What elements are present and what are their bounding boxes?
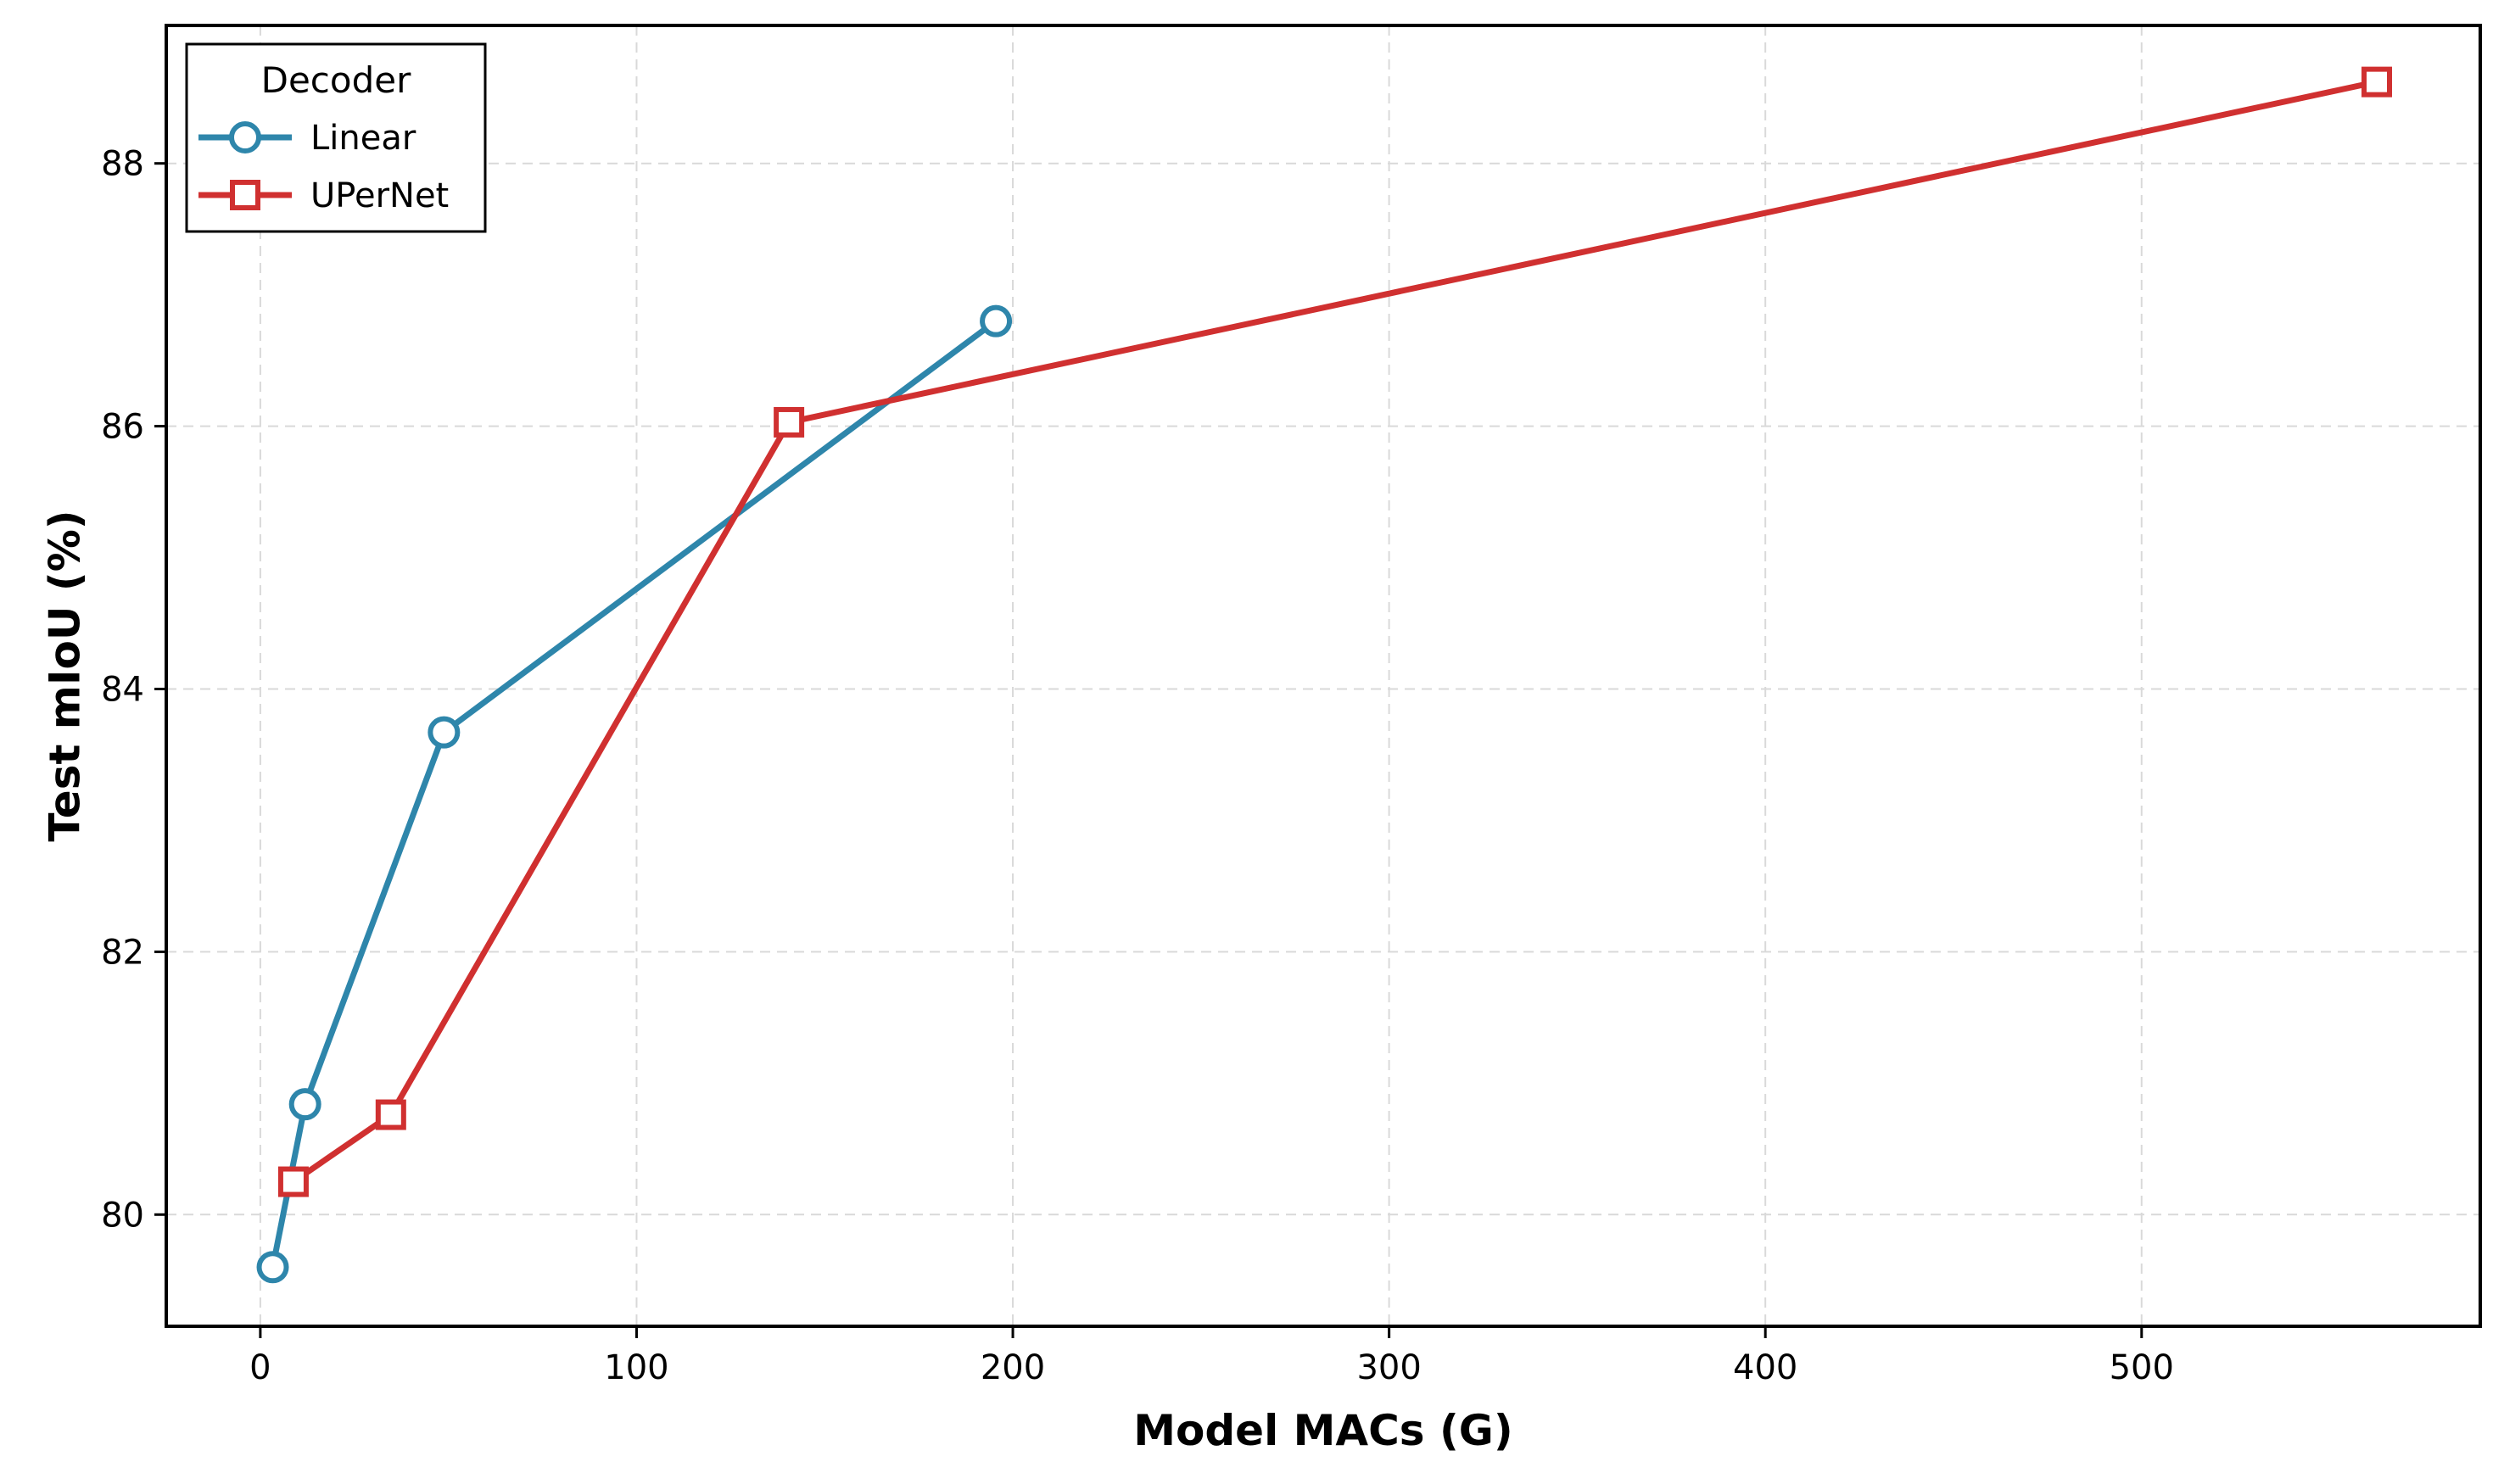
data-point-upernet [2361, 66, 2393, 98]
plot-frame [165, 24, 2482, 1328]
legend-title: Decoder [261, 59, 411, 101]
legend: Decoder Linear UPerNet [185, 42, 487, 233]
series-upernet [277, 66, 2393, 1197]
series-layer [256, 66, 2393, 1284]
x-tick-label: 400 [1733, 1348, 1797, 1387]
data-point-linear [288, 1088, 321, 1121]
y-tick-label: 84 [101, 670, 144, 709]
legend-marker-upernet [230, 180, 260, 210]
series-line-upernet [291, 79, 2378, 1185]
y-tick-label: 82 [101, 933, 144, 972]
legend-item-upernet: UPerNet [198, 176, 449, 215]
y-axis-label: Test mIoU (%) [41, 510, 90, 841]
x-tick-label: 300 [1356, 1348, 1421, 1387]
legend-label-upernet: UPerNet [310, 176, 449, 215]
y-tick-label: 88 [101, 145, 144, 184]
data-point-linear [428, 716, 461, 749]
data-point-linear [980, 304, 1013, 338]
data-point-linear [256, 1251, 289, 1284]
x-axis-label: Model MACs (G) [1133, 1406, 1512, 1455]
ticks: 0 100 200 300 400 500 80 82 84 86 88 [101, 145, 2174, 1387]
x-tick-label: 0 [249, 1348, 271, 1387]
x-tick-label: 100 [604, 1348, 668, 1387]
y-tick-label: 80 [101, 1196, 144, 1235]
x-tick-label: 200 [981, 1348, 1045, 1387]
grid [166, 25, 2480, 1326]
legend-label-linear: Linear [310, 119, 416, 158]
data-point-upernet [774, 406, 805, 438]
y-tick-label: 86 [101, 408, 144, 447]
legend-items: Linear UPerNet [198, 119, 449, 215]
legend-item-linear: Linear [198, 119, 416, 158]
x-tick-label: 500 [2110, 1348, 2174, 1387]
data-point-upernet [277, 1166, 309, 1197]
legend-marker-linear [229, 121, 261, 153]
data-point-upernet [375, 1099, 406, 1130]
